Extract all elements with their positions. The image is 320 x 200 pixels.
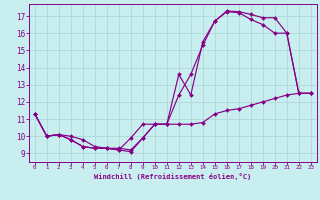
X-axis label: Windchill (Refroidissement éolien,°C): Windchill (Refroidissement éolien,°C) <box>94 173 252 180</box>
